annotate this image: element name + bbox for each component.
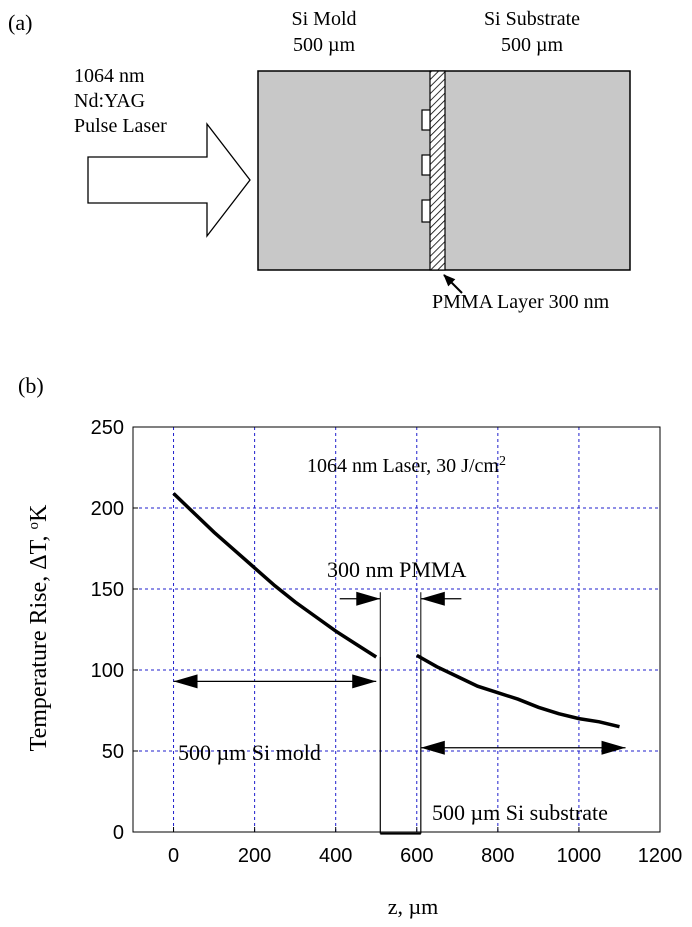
pmma-layer [429,70,446,271]
mold-feature-3 [421,199,431,223]
laser-label-line3: Pulse Laser [74,115,167,137]
pmma-pointer-arrow [443,274,463,294]
y-tick-label: 150 [91,579,124,601]
y-tick-label: 250 [91,417,124,439]
x-tick-label: 600 [400,845,433,867]
annotation-substrate: 500 µm Si substrate [432,800,608,825]
annotation-laser: 1064 nm Laser, 30 J/cm2 [307,454,506,478]
laser-label-line2: Nd:YAG [74,90,145,112]
pmma-label: PMMA Layer 300 nm [432,291,610,313]
laser-beam-arrow [87,122,251,238]
panel-b: (b) Temperature Rise, ΔT, oK 0 200 400 600 8… [18,373,682,919]
mold-label-line1: Si Mold [291,8,356,30]
x-tick-label: 800 [481,845,514,867]
y-tick-label: 50 [102,741,124,763]
pmma-arrow-left-head [356,591,381,606]
mold-feature-2 [421,154,431,176]
mold-span-arrow-left [173,674,198,689]
x-axis-title: z, µm [388,894,439,919]
temperature-curve-substrate [415,653,620,729]
laser-label-line1: 1064 nm [74,65,145,87]
x-tick-label: 0 [168,845,179,867]
axis-ticks: 0 200 400 600 800 1000 1200 0 50 100 150 200 250 [91,417,683,867]
annotations [173,591,626,755]
temperature-curve-mold [172,492,378,659]
substrate-span-arrow-left [420,740,445,755]
x-tick-label: 400 [319,845,352,867]
y-tick-label: 100 [91,660,124,682]
mold-feature-1 [421,109,431,131]
mold-span-arrow-right [352,674,377,689]
x-tick-label: 1200 [638,845,683,867]
grid [133,426,661,833]
annotation-pmma: 300 nm PMMA [327,557,466,582]
plot-frame [132,426,661,833]
annotation-mold: 500 µm Si mold [178,740,321,765]
pmma-arrow-right-head [420,591,445,606]
substrate-label-line2: 500 µm [501,34,564,56]
y-tick-label: 0 [113,822,124,844]
panel-a: (a) 1064 nm Nd:YAG Pulse Laser Si Mold 5… [8,8,631,313]
mold-label-line2: 500 µm [293,34,356,56]
x-tick-label: 200 [238,845,271,867]
series [172,492,620,835]
substrate-label-line1: Si Substrate [484,8,580,30]
y-axis-title: Temperature Rise, ΔT, oK [26,504,52,751]
x-tick-label: 1000 [557,845,602,867]
panel-b-label: (b) [18,373,44,398]
y-tick-label: 200 [91,498,124,520]
substrate-span-arrow-right [601,740,626,755]
panel-a-label: (a) [8,10,32,35]
